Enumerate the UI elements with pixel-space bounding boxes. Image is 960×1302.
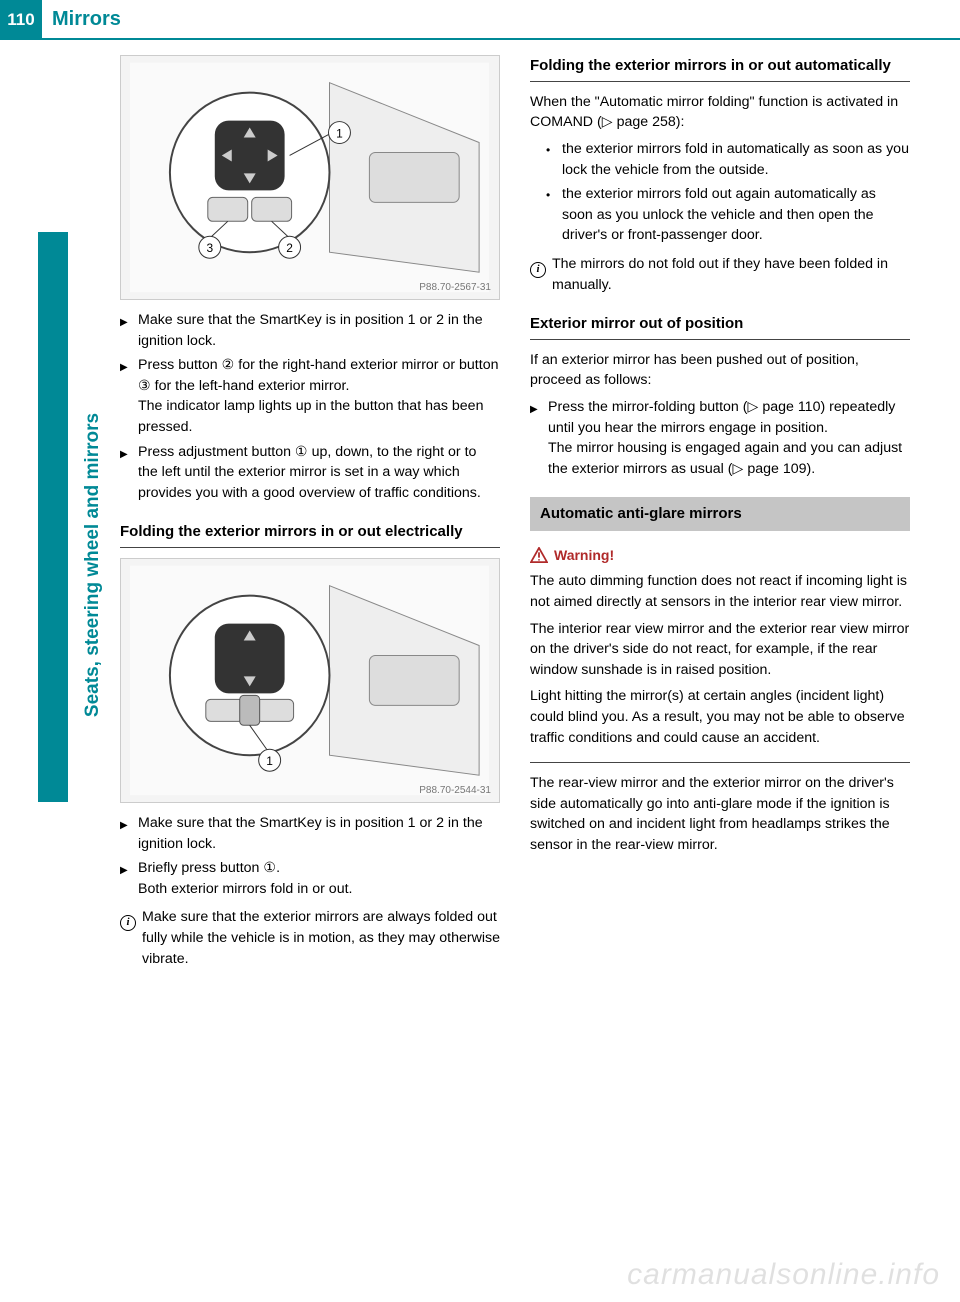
page-header: 110 Mirrors [0,0,960,40]
mirror-fold-illustration: 1 [130,565,489,796]
mirror-adjust-illustration: 1 2 3 [130,62,489,293]
rule [530,339,910,340]
step-item: Press button ② for the right-hand exteri… [120,355,500,437]
watermark: carmanualsonline.info [627,1258,940,1292]
warning-paragraph: Light hitting the mirror(s) at certain a… [530,686,910,748]
info-text: Make sure that the exterior mirrors are … [142,907,500,969]
info-note: i Make sure that the exterior mirrors ar… [120,907,500,969]
rule [120,547,500,548]
bullet-text: the exterior mirrors fold out again auto… [562,184,910,246]
step-text: Press button ② for the right-hand exteri… [138,355,500,437]
content-area: 1 2 3 P88.70-2567-31 Make sure that the … [120,55,920,977]
info-icon: i [530,254,552,295]
step-text: Press adjustment button ① up, down, to t… [138,442,500,504]
side-tab [38,232,68,802]
step-marker-icon [120,355,138,437]
warning-title: Warning! [554,545,614,565]
step-item: Press adjustment button ① up, down, to t… [120,442,500,504]
info-note: i The mirrors do not fold out if they ha… [530,254,910,295]
paragraph: If an exterior mirror has been pushed ou… [530,350,910,391]
bullet-text: the exterior mirrors fold in automatical… [562,139,910,180]
step-text: Briefly press button ①.Both exterior mir… [138,858,352,899]
svg-text:1: 1 [267,754,274,768]
step-marker-icon [120,442,138,504]
paragraph: When the "Automatic mirror folding" func… [530,92,910,133]
bullet-marker-icon: • [546,139,562,180]
figure-mirror-fold: 1 P88.70-2544-31 [120,558,500,803]
step-text: Make sure that the SmartKey is in positi… [138,310,500,351]
section-bar-antiglare: Automatic anti-glare mirrors [530,497,910,531]
warning-triangle-icon [530,547,548,563]
step-text: Make sure that the SmartKey is in positi… [138,813,500,854]
step-item: Press the mirror-folding button (▷ page … [530,397,910,479]
step-marker-icon [120,310,138,351]
bullet-marker-icon: • [546,184,562,246]
warning-paragraph: The interior rear view mirror and the ex… [530,619,910,681]
svg-text:1: 1 [337,127,344,141]
step-item: Briefly press button ①.Both exterior mir… [120,858,500,899]
subheading-out-of-position: Exterior mirror out of position [530,313,910,335]
rule [530,762,910,763]
page-title: Mirrors [42,0,960,40]
step-text: Press the mirror-folding button (▷ page … [548,397,910,479]
figure-code: P88.70-2544-31 [419,784,491,799]
step-item: Make sure that the SmartKey is in positi… [120,813,500,854]
step-marker-icon [120,813,138,854]
step-marker-icon [530,397,548,479]
warning-box: Warning! The auto dimming function does … [530,541,910,762]
figure-mirror-adjust: 1 2 3 P88.70-2567-31 [120,55,500,300]
bullet-item: •the exterior mirrors fold in automatica… [530,139,910,180]
warning-heading: Warning! [530,545,910,565]
right-column: Folding the exterior mirrors in or out a… [530,55,910,977]
rule [530,81,910,82]
warning-paragraph: The auto dimming function does not react… [530,571,910,612]
figure-code: P88.70-2567-31 [419,281,491,296]
info-text: The mirrors do not fold out if they have… [552,254,910,295]
bullet-item: •the exterior mirrors fold out again aut… [530,184,910,246]
step-item: Make sure that the SmartKey is in positi… [120,310,500,351]
subheading-fold-electrically: Folding the exterior mirrors in or out e… [120,521,500,543]
side-section-label: Seats, steering wheel and mirrors [82,340,104,790]
svg-text:2: 2 [287,241,294,255]
page-number: 110 [0,0,42,40]
subheading-fold-auto: Folding the exterior mirrors in or out a… [530,55,910,77]
paragraph: The rear-view mirror and the exterior mi… [530,773,910,855]
svg-text:3: 3 [207,241,214,255]
info-icon: i [120,907,142,969]
left-column: 1 2 3 P88.70-2567-31 Make sure that the … [120,55,500,977]
step-marker-icon [120,858,138,899]
